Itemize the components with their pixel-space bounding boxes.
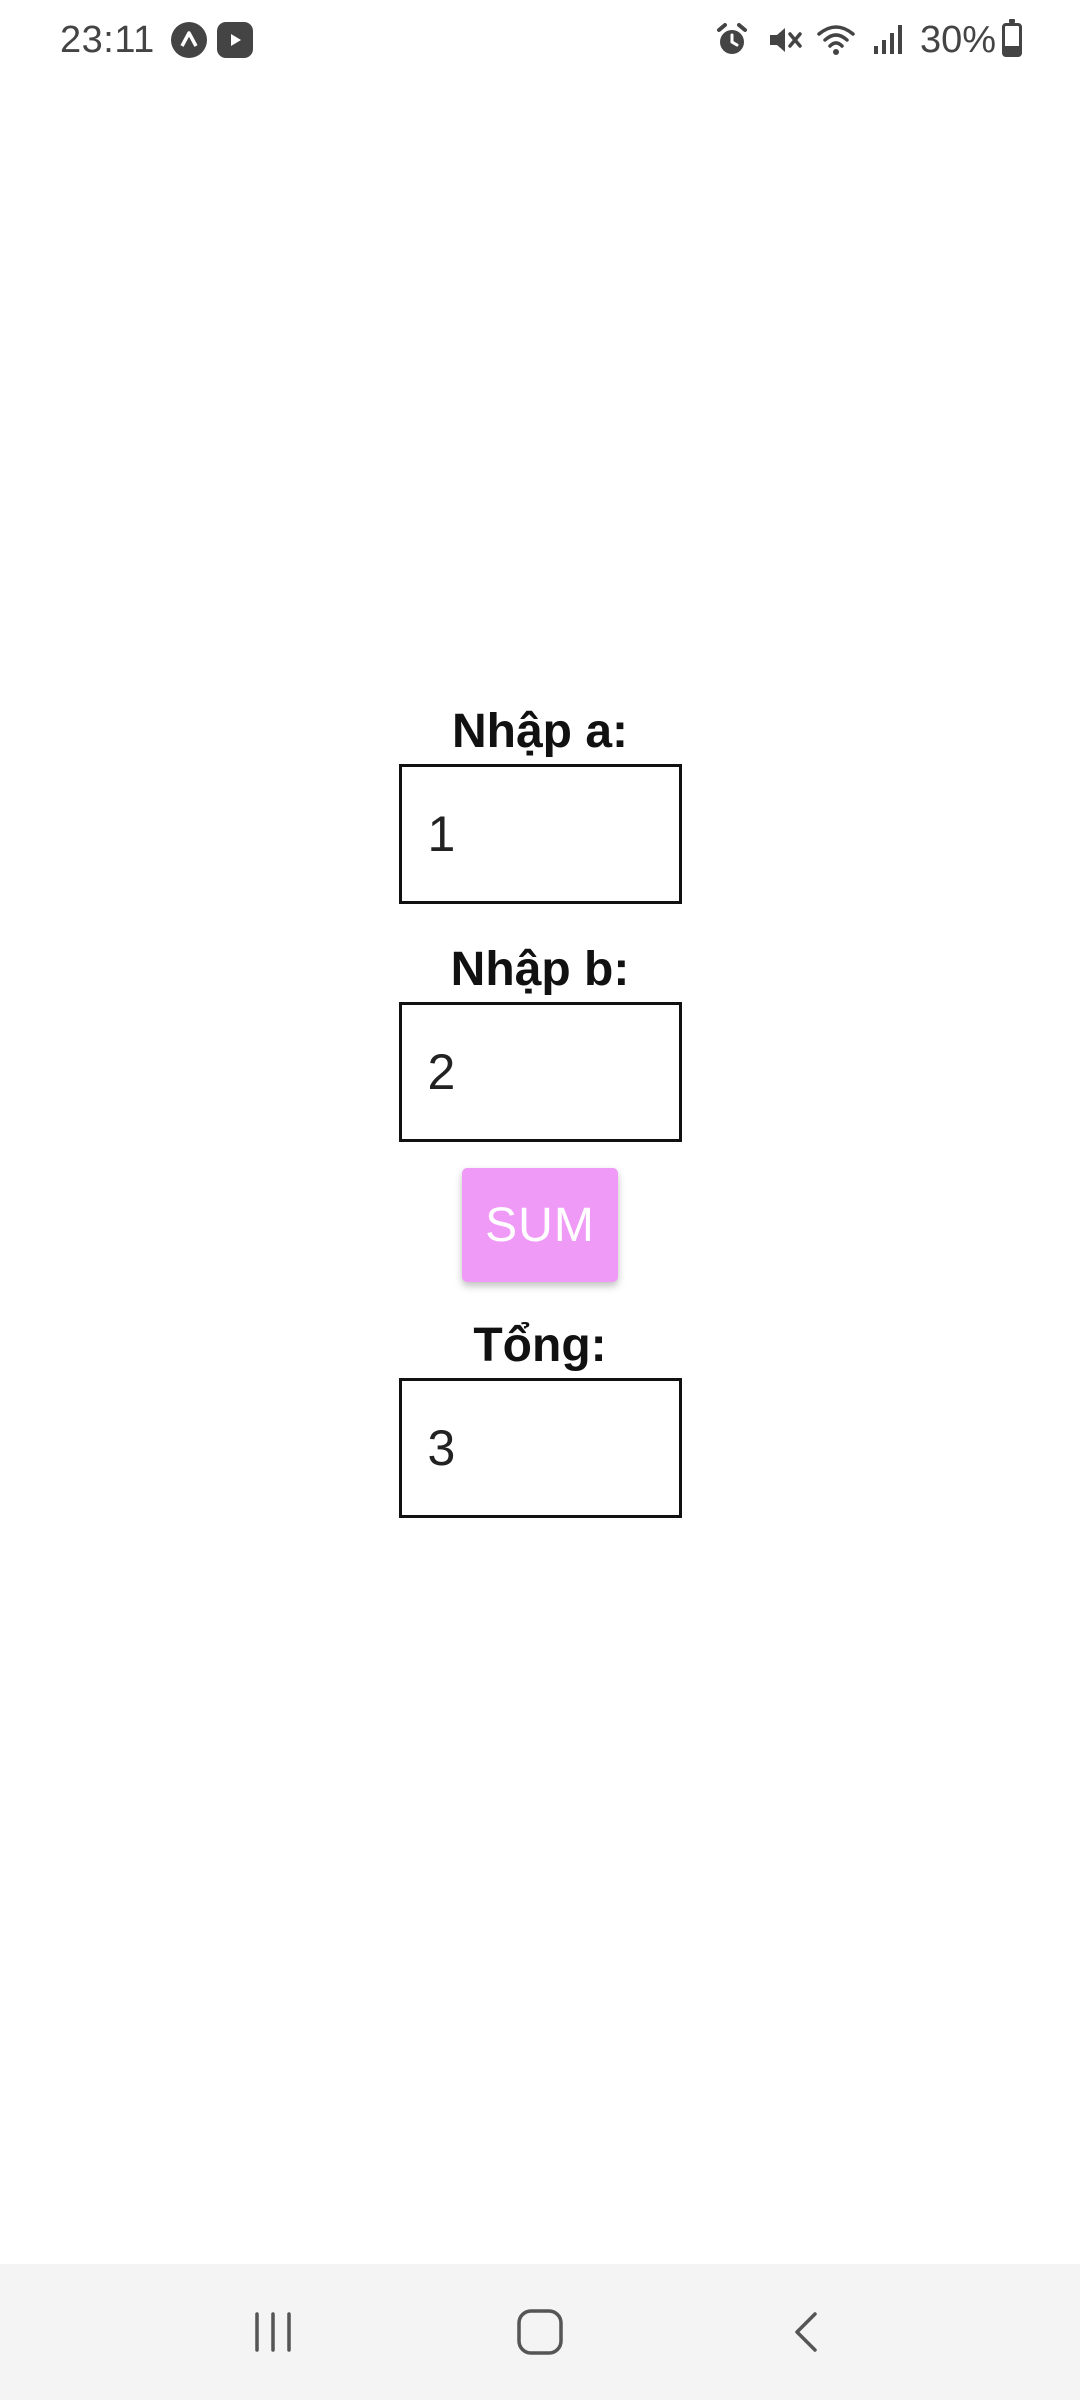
- sum-form: Nhập a: Nhập b: SUM Tổng:: [0, 704, 1080, 1518]
- battery-fill: [1005, 45, 1019, 54]
- media-app-icon: [216, 22, 253, 58]
- battery-percent: 30%: [919, 18, 996, 61]
- clock: 23:11: [60, 18, 155, 61]
- status-bar: 23:11: [0, 0, 1080, 80]
- signal-icon: [873, 25, 902, 54]
- navigation-bar: [0, 2264, 1080, 2400]
- battery-icon: [1002, 19, 1022, 57]
- field-b-input[interactable]: [398, 1002, 682, 1142]
- back-button[interactable]: [747, 2282, 867, 2382]
- recent-apps-button[interactable]: [213, 2282, 333, 2382]
- alarm-icon: [716, 23, 747, 54]
- result-label: Tổng:: [473, 1319, 607, 1372]
- back-icon: [794, 2312, 817, 2352]
- status-right: 30%: [700, 19, 1022, 62]
- field-a-label: Nhập a:: [451, 705, 628, 758]
- app-a-icon: [170, 22, 207, 58]
- sum-button[interactable]: SUM: [462, 1168, 618, 1282]
- wifi-icon: [817, 25, 855, 55]
- home-icon: [517, 2309, 563, 2355]
- recent-apps-icon: [255, 2312, 292, 2352]
- field-a-input[interactable]: [398, 764, 682, 904]
- field-b-label: Nhập b:: [450, 943, 630, 996]
- mute-icon: [769, 28, 802, 52]
- home-button[interactable]: [480, 2282, 600, 2382]
- result-input[interactable]: [398, 1378, 682, 1518]
- status-left: 23:11: [60, 19, 263, 62]
